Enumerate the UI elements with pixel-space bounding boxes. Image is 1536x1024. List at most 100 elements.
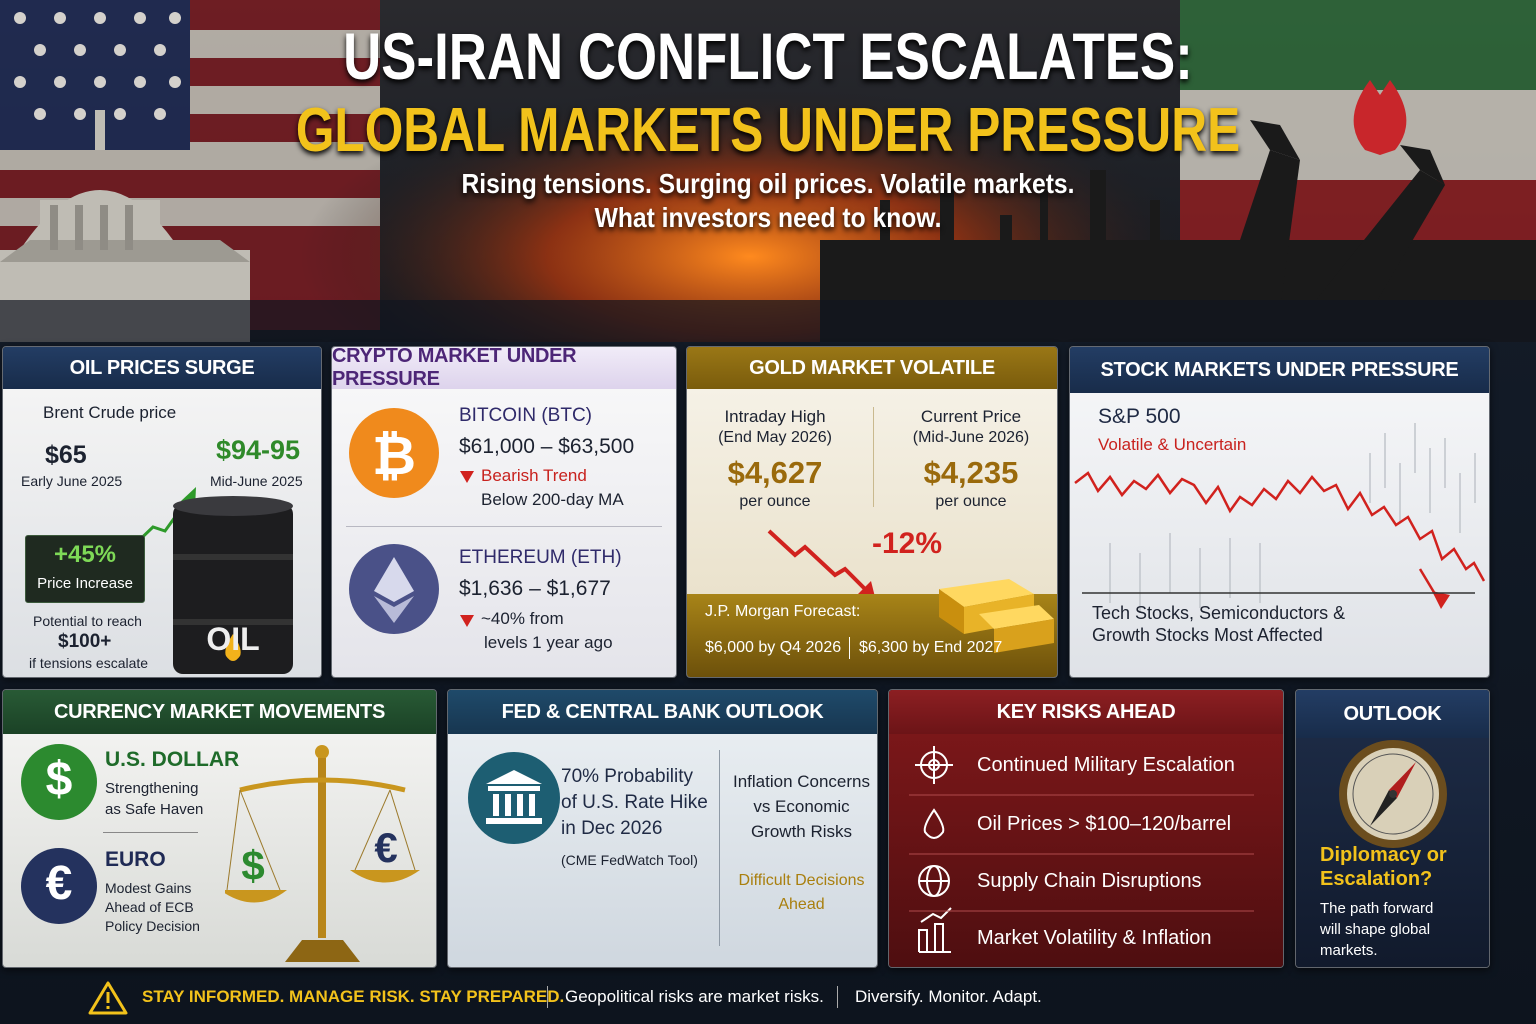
compass-part	[1389, 762, 1416, 798]
stocks-chart-part	[1418, 568, 1440, 600]
fed-divider	[719, 750, 720, 946]
bitcoin-note: Below 200-day MA	[481, 490, 624, 509]
crypto-card: CRYPTO MARKET UNDER PRESSURE ₿ BITCOIN (…	[331, 346, 677, 678]
header-background-part-part	[114, 108, 126, 120]
fed-line1: 70% Probability	[561, 766, 694, 787]
risk-icons-part-part	[923, 808, 945, 839]
euro-name: EURO	[105, 848, 166, 871]
balance-scale-part	[350, 870, 420, 883]
header-background-part-part	[1000, 215, 1012, 265]
risk-icons-part-part	[920, 907, 952, 923]
footer-primary: STAY INFORMED. MANAGE RISK. STAY PREPARE…	[142, 987, 565, 1006]
header-background-part-part	[74, 44, 86, 56]
header-background-part-part	[154, 44, 166, 56]
oil-barrel-part	[173, 496, 293, 516]
euro-line1: Modest Gains	[105, 880, 192, 896]
warning-icon	[88, 981, 128, 1015]
fed-source: (CME FedWatch Tool)	[561, 852, 698, 868]
risk-icons	[909, 746, 1254, 953]
warning-icon-part	[106, 1006, 110, 1009]
header-background-part	[50, 205, 133, 250]
risks-title: KEY RISKS AHEAD	[889, 690, 1283, 734]
gold-down-arrow-part	[857, 581, 875, 597]
gold-down-arrow-part	[767, 529, 867, 591]
gold-down-arrow	[767, 529, 875, 597]
fed-line2: of U.S. Rate Hike	[561, 792, 708, 813]
stocks-chart-part	[1109, 423, 1476, 613]
outlook-card: OUTLOOK Diplomacy or Escalation? The pat…	[1295, 689, 1490, 968]
title-line2: GLOBAL MARKETS UNDER PRESSURE	[295, 96, 1241, 165]
fed-right-line1: Inflation Concerns	[732, 772, 871, 791]
bank-icon-part	[488, 786, 540, 791]
euro-line3: Policy Decision	[105, 918, 200, 934]
balance-scale-part	[239, 789, 281, 891]
fed-right-line3: Growth Risks	[750, 822, 853, 841]
ethereum-icon	[349, 544, 439, 634]
balance-scale-part	[315, 745, 329, 759]
gold-bars-part	[939, 589, 964, 634]
bank-icon-part	[486, 818, 542, 824]
currency-card: CURRENCY MARKET MOVEMENTS $ U.S. DOLLAR …	[2, 689, 437, 968]
risk-icons-part-part	[918, 923, 951, 953]
header-background-part-part	[1220, 150, 1300, 310]
oil-barrel	[173, 496, 293, 674]
header-background-part-part	[940, 180, 954, 260]
oil-potential-value: $100+	[58, 631, 112, 652]
oil-start-date: Early June 2025	[21, 473, 123, 489]
header-background-part-part	[1250, 120, 1300, 160]
gold-forecast-separator	[849, 637, 850, 659]
crypto-body: ₿ BITCOIN (BTC) $61,000 – $63,500 Bearis…	[332, 389, 676, 677]
oil-start-price: $65	[45, 441, 87, 469]
bank-icon-part	[529, 794, 535, 816]
risk-item: Supply Chain Disruptions	[977, 870, 1202, 892]
gold-forecast-1: $6,000 by Q4 2026	[705, 639, 842, 656]
stocks-note-line2: Growth Stocks Most Affected	[1092, 625, 1323, 645]
balance-scale-part	[285, 940, 360, 962]
oil-end-date: Mid-June 2025	[210, 473, 303, 489]
bitcoin-icon	[349, 408, 439, 498]
risk-icons-part	[909, 794, 1254, 912]
bitcoin-range: $61,000 – $63,500	[459, 435, 635, 458]
balance-scale-part	[226, 789, 241, 891]
oil-potential-line1: Potential to reach	[33, 613, 142, 629]
oil-body: Brent Crude price $65 Early June 2025 $9…	[3, 389, 321, 677]
bitcoin-trend: Bearish Trend	[481, 466, 587, 485]
header-background-part-part	[125, 205, 133, 250]
subtitle-line1: Rising tensions. Surging oil prices. Vol…	[461, 168, 1075, 199]
gold-current-date: (Mid-June 2026)	[912, 429, 1030, 446]
header-background-part	[0, 300, 1536, 342]
footer-separator	[837, 986, 838, 1008]
warning-icon-part	[88, 981, 128, 1015]
stocks-card: STOCK MARKETS UNDER PRESSURE S&P 500 Vol…	[1069, 346, 1490, 678]
bitcoin-name: BITCOIN (BTC)	[459, 405, 592, 426]
oil-barrel-part	[173, 554, 293, 560]
fed-line3: in Dec 2026	[561, 818, 663, 839]
bank-icon-part	[486, 770, 542, 784]
header-background-part-part	[50, 205, 58, 250]
outlook-text-line2: will shape global	[1320, 921, 1431, 938]
ethereum-range: $1,636 – $1,677	[459, 577, 611, 600]
bank-icon	[468, 752, 560, 844]
outlook-title: OUTLOOK	[1296, 690, 1489, 738]
scale-euro: €	[374, 824, 398, 871]
header-background-part-part	[95, 110, 105, 150]
stocks-title: STOCK MARKETS UNDER PRESSURE	[1070, 347, 1489, 393]
header-background-part-part	[100, 205, 108, 250]
title-line1: US-IRAN CONFLICT ESCALATES:	[343, 19, 1193, 93]
outlook-text-line3: markets.	[1320, 942, 1378, 959]
gold-current-unit: per ounce	[935, 493, 1007, 510]
fed-right-line2: vs Economic	[753, 797, 850, 816]
bitcoin-symbol: ₿	[371, 426, 416, 486]
header-background-part-part	[169, 12, 181, 24]
oil-end-price: $94-95	[216, 435, 301, 465]
gold-current-price: $4,235	[923, 455, 1019, 490]
header-background	[0, 0, 1536, 342]
dollar-symbol: $	[45, 753, 73, 806]
header-background-part-part	[54, 12, 66, 24]
header-background-part-part	[34, 108, 46, 120]
header-background-part-part	[74, 108, 86, 120]
currency-body: $ U.S. DOLLAR Strengthening as Safe Have…	[3, 734, 436, 967]
oil-change: +45%	[53, 541, 117, 568]
gold-card: GOLD MARKET VOLATILE Intraday High (End …	[686, 346, 1058, 678]
